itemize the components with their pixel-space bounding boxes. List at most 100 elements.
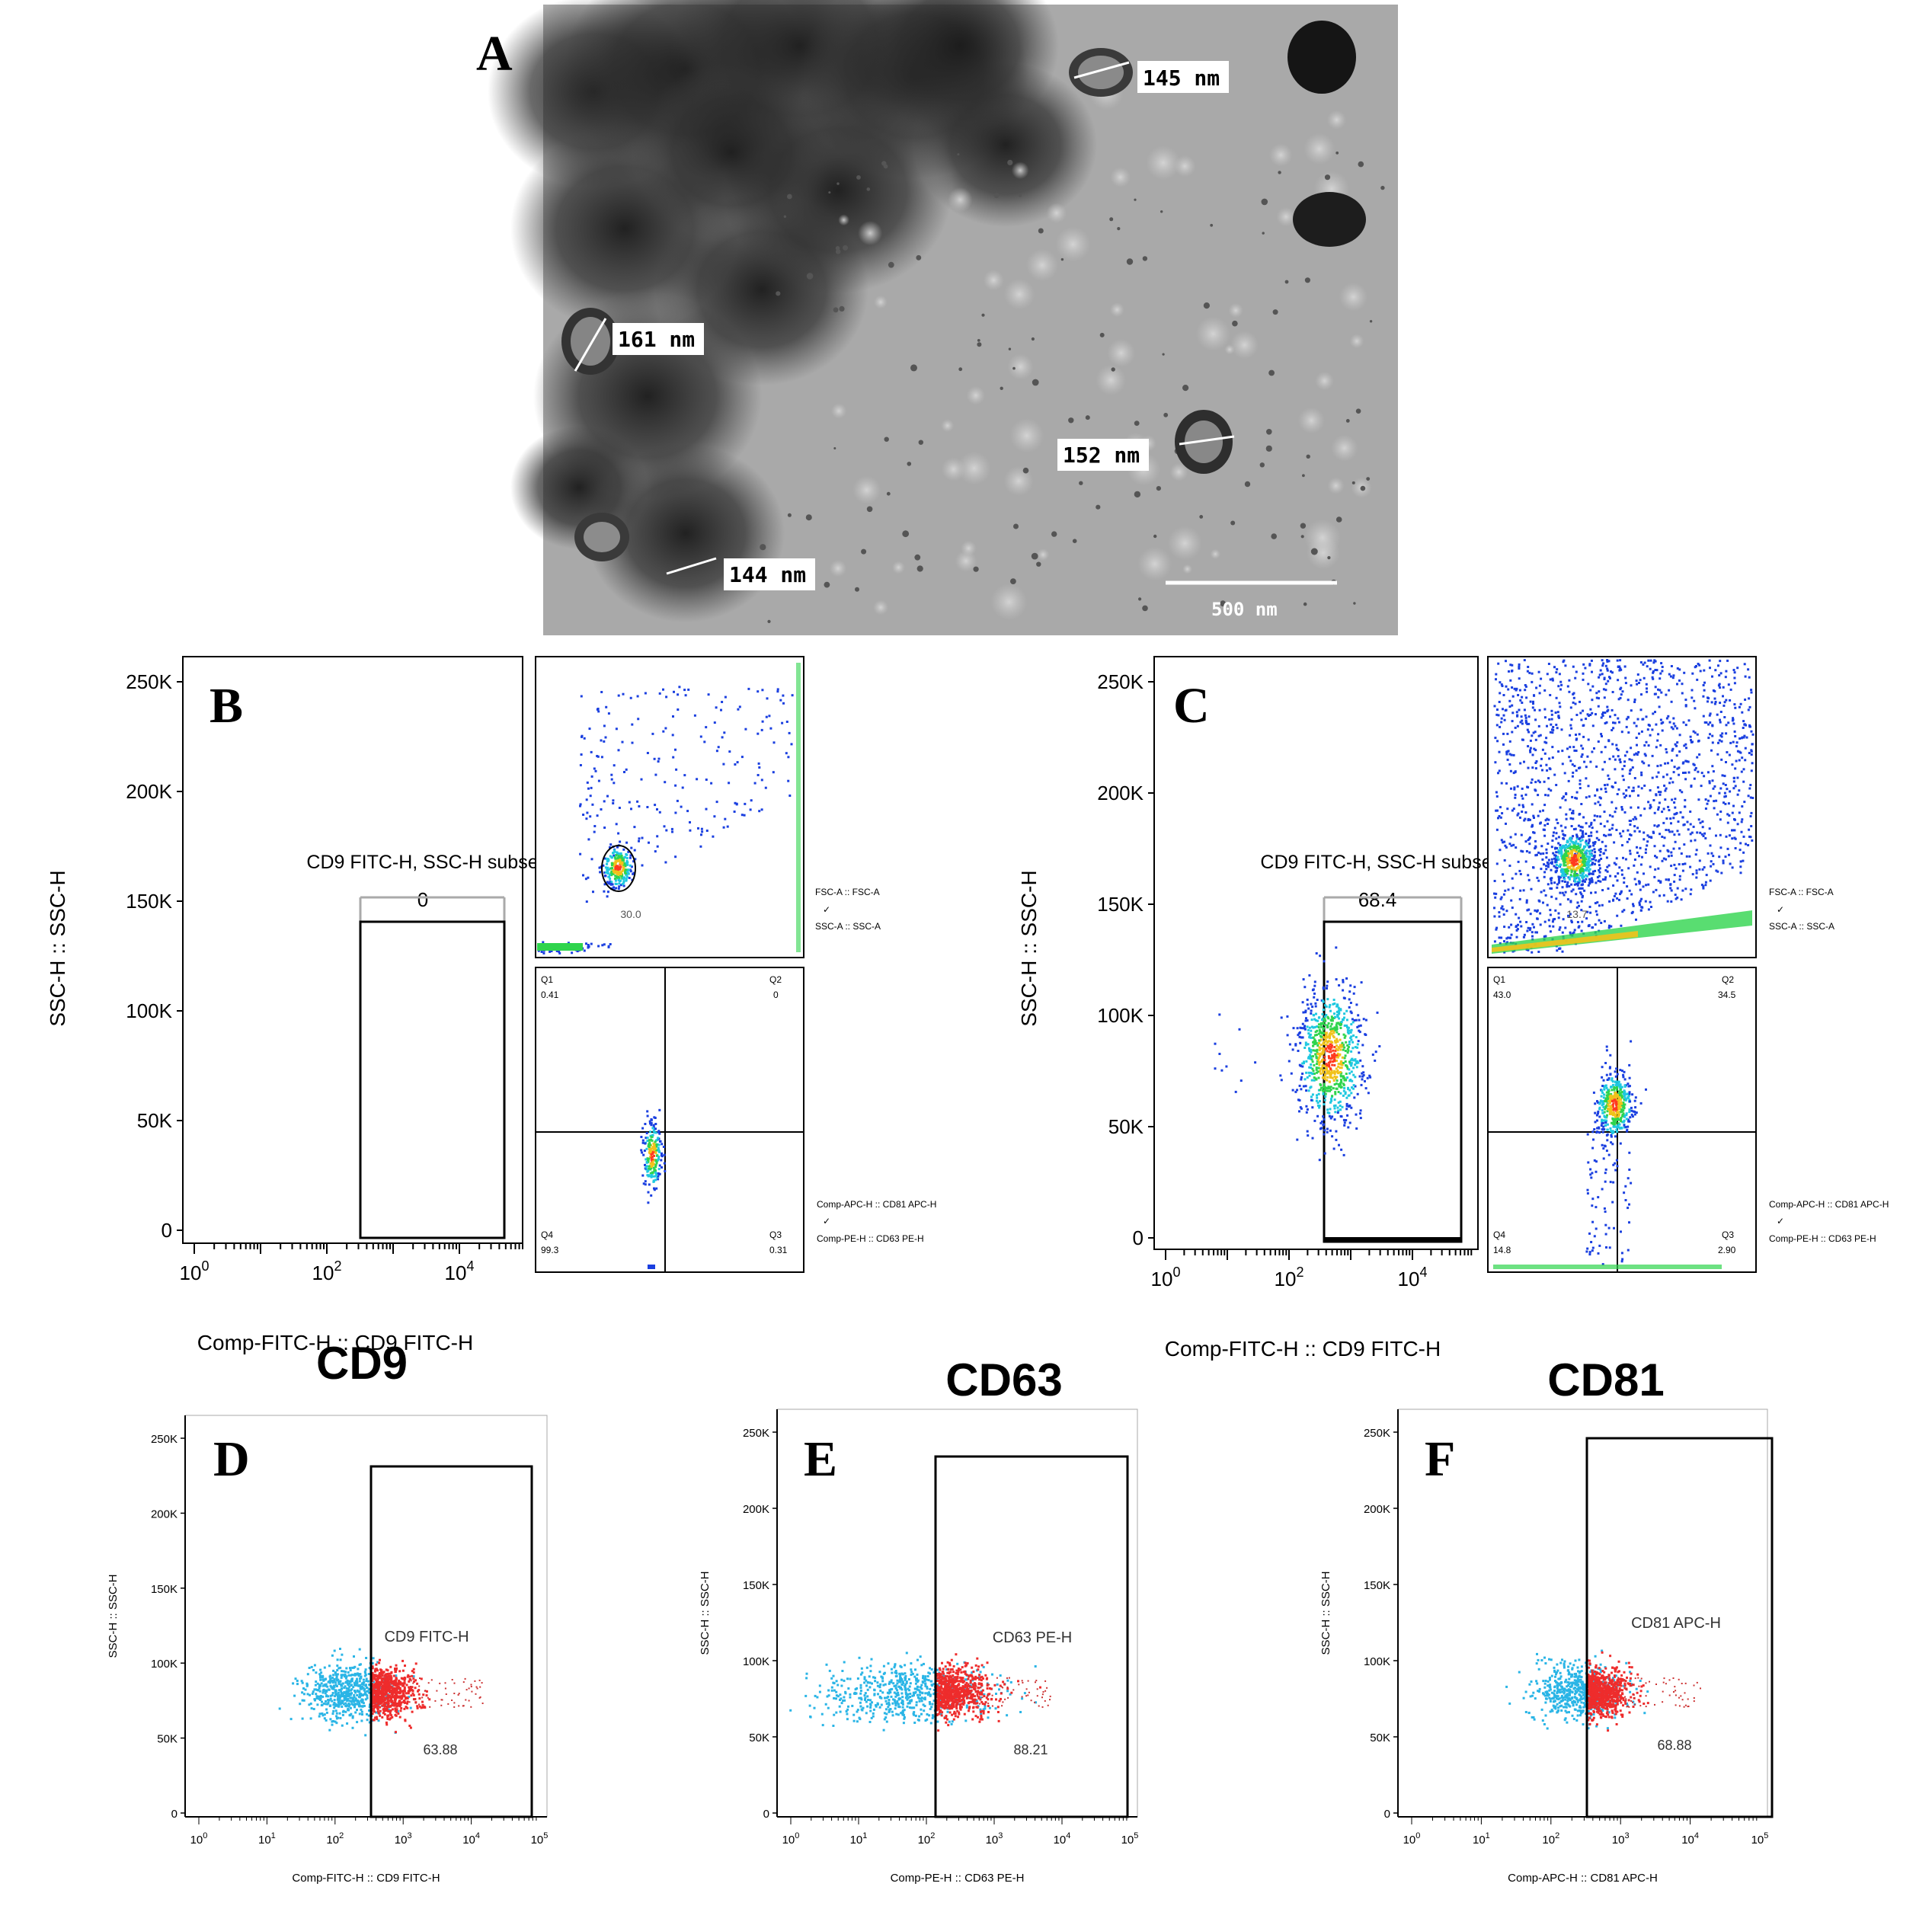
tem-vesicle-ghost <box>1182 564 1192 574</box>
event-dot <box>1341 1041 1344 1044</box>
event-dot <box>1748 697 1751 700</box>
measure-label-box <box>1057 439 1149 471</box>
event-dot <box>1539 734 1542 737</box>
event-dot <box>1345 1102 1348 1105</box>
event-dot <box>1349 1037 1352 1039</box>
event-dot <box>1605 1045 1608 1048</box>
event-dot <box>756 774 760 776</box>
event-dot <box>1697 739 1700 742</box>
event-dot <box>1539 923 1542 926</box>
event-dot <box>1518 869 1521 872</box>
event-dot <box>1494 761 1497 764</box>
event-dot <box>1315 952 1318 954</box>
event-dot <box>1744 699 1747 701</box>
event-dot <box>323 1717 326 1720</box>
event-dot <box>620 884 622 887</box>
event-dot <box>1672 847 1675 850</box>
event-dot <box>1657 879 1660 882</box>
event-dot <box>658 1172 661 1175</box>
event-dot <box>1508 865 1511 867</box>
event-dot <box>1346 1026 1348 1028</box>
event-dot <box>1593 1128 1596 1130</box>
event-dot <box>781 721 784 724</box>
event-dot <box>1638 901 1641 904</box>
event-dot <box>1617 1094 1620 1096</box>
event-dot <box>1621 1114 1624 1116</box>
event-dot <box>633 849 636 852</box>
event-dot <box>1551 746 1554 749</box>
event-dot <box>1562 857 1565 860</box>
event-dot <box>1559 680 1563 683</box>
event-dot <box>1595 859 1598 862</box>
event-dot <box>1579 825 1582 828</box>
event-dot <box>1520 925 1523 928</box>
event-dot <box>1323 1047 1326 1050</box>
event-dot <box>1609 1097 1612 1100</box>
event-dot <box>1593 843 1596 846</box>
event-dot <box>1318 1016 1321 1019</box>
event-dot <box>593 767 596 770</box>
event-dot <box>1664 789 1667 792</box>
event-dot <box>1685 855 1688 858</box>
event-dot <box>1335 1024 1338 1027</box>
event-dot <box>1571 857 1574 860</box>
event-dot <box>1681 816 1684 819</box>
event-dot <box>1355 1003 1358 1006</box>
event-dot <box>1670 900 1673 903</box>
event-dot <box>1521 797 1524 800</box>
tem-speck <box>1300 535 1304 539</box>
event-dot <box>1604 746 1607 749</box>
event-dot <box>1684 887 1687 891</box>
event-dot <box>1610 1092 1613 1095</box>
event-dot <box>1606 1096 1609 1099</box>
tem-vesicle-ghost <box>1096 365 1127 395</box>
event-dot <box>622 881 625 884</box>
event-dot <box>1307 1134 1310 1137</box>
event-dot <box>776 690 779 693</box>
event-dot <box>1584 841 1587 844</box>
event-dot <box>1523 708 1526 711</box>
event-dot <box>1640 771 1643 774</box>
event-dot <box>1722 695 1724 698</box>
event-dot <box>646 1114 649 1118</box>
event-dot <box>610 870 613 873</box>
event-dot <box>613 856 616 859</box>
event-dot <box>766 697 769 700</box>
event-dot <box>1604 787 1607 790</box>
event-dot <box>1659 793 1662 796</box>
event-dot <box>1604 1108 1607 1111</box>
event-dot <box>1588 835 1591 837</box>
event-dot <box>1553 881 1556 884</box>
event-dot <box>616 859 619 862</box>
event-dot <box>1617 1080 1620 1083</box>
panel-c-q4: Q4 <box>1493 1229 1505 1240</box>
event-dot <box>537 949 540 952</box>
event-dot <box>1310 1063 1313 1066</box>
event-dot <box>1654 686 1657 689</box>
tem-speck <box>1230 520 1236 526</box>
event-dot <box>1696 733 1699 736</box>
event-dot <box>1345 1064 1347 1067</box>
event-dot <box>1528 851 1531 854</box>
event-dot <box>1585 777 1588 780</box>
event-dot <box>1626 885 1629 888</box>
event-dot <box>1559 926 1562 929</box>
event-dot <box>614 879 617 882</box>
event-dot <box>1611 691 1614 693</box>
event-dot <box>1326 1041 1329 1044</box>
event-dot <box>1702 887 1705 890</box>
event-dot <box>657 1130 661 1133</box>
event-dot <box>1330 1032 1333 1035</box>
event-dot <box>1643 807 1646 811</box>
event-dot <box>1652 671 1655 674</box>
tem-speck <box>1351 481 1355 484</box>
event-dot <box>1335 1047 1338 1050</box>
event-dot <box>1562 869 1565 872</box>
event-dot <box>654 1147 657 1150</box>
event-dot <box>1620 731 1623 734</box>
event-dot <box>1687 760 1690 763</box>
event-dot <box>1591 862 1594 865</box>
event-dot <box>1327 1017 1330 1020</box>
event-dot <box>1672 771 1675 774</box>
event-dot <box>360 1708 363 1711</box>
